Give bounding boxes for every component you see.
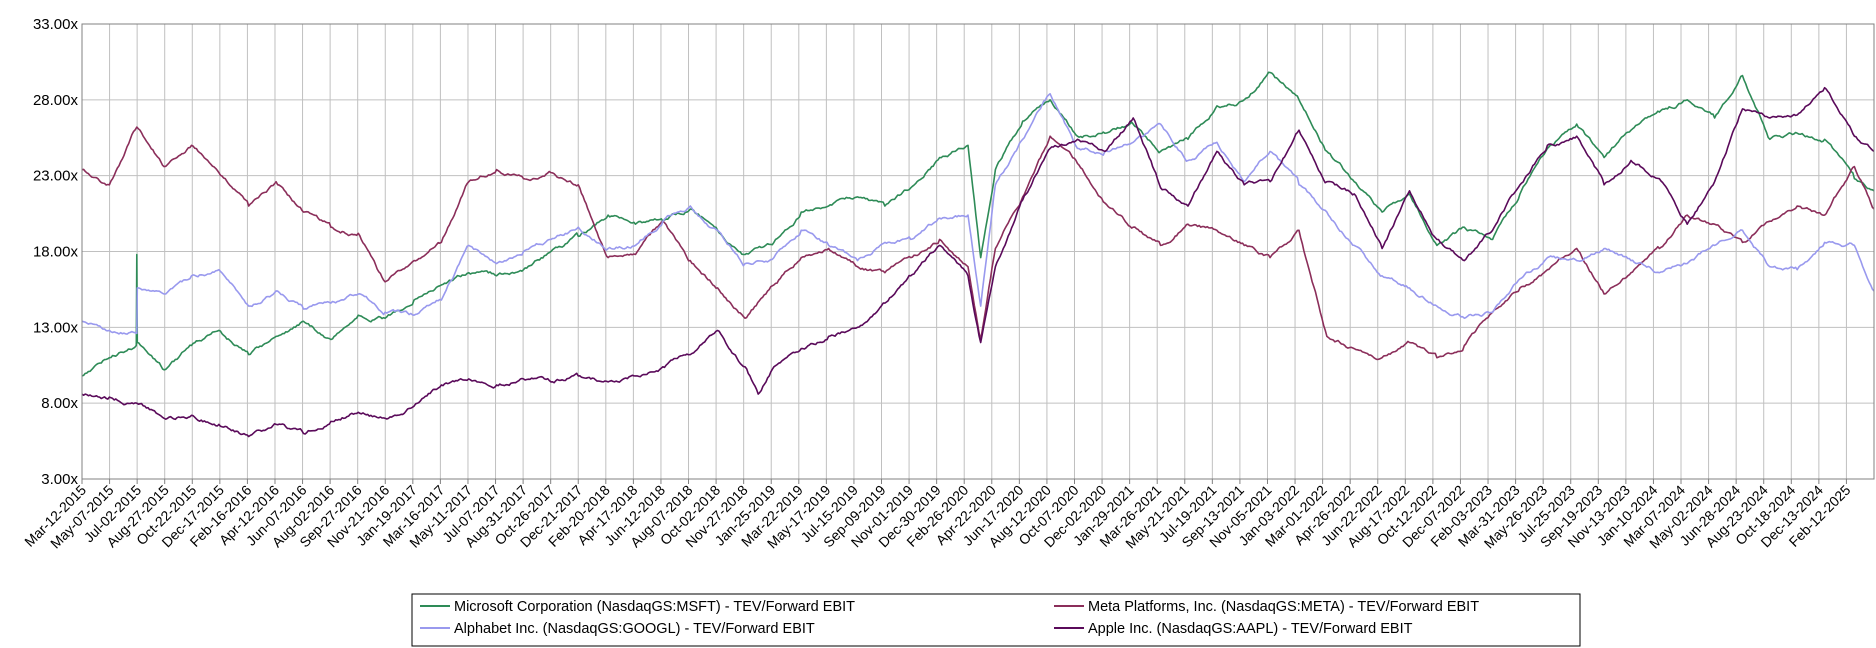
y-tick-label: 33.00x	[33, 16, 79, 33]
legend-box	[411, 593, 1581, 647]
y-tick-label: 23.00x	[33, 168, 79, 185]
series-lines	[81, 71, 1875, 438]
y-tick-label: 28.00x	[33, 92, 79, 109]
series-line-0	[81, 71, 1875, 377]
y-tick-label: 13.00x	[33, 319, 79, 336]
legend-label: Alphabet Inc. (NasdaqGS:GOOGL) - TEV/For…	[454, 621, 815, 637]
series-line-3	[81, 86, 1875, 438]
y-axis-ticks: 3.00x 8.00x 13.00x 18.00x 23.00x 28.00x 33.00x	[33, 16, 79, 488]
x-axis-ticks: Mar-12-2015May-07-2015Jul-02-2015Aug-27-…	[21, 479, 1854, 551]
plot-border	[81, 23, 1875, 480]
series-line-2	[81, 93, 1875, 335]
legend-label: Apple Inc. (NasdaqGS:AAPL) - TEV/Forward…	[1088, 621, 1413, 637]
y-tick-label: 8.00x	[41, 395, 78, 412]
gridlines	[82, 23, 1874, 480]
y-tick-label: 18.00x	[33, 244, 79, 261]
series-line-1	[81, 126, 1875, 361]
legend-label: Meta Platforms, Inc. (NasdaqGS:META) - T…	[1088, 599, 1479, 615]
y-tick-label: 3.00x	[41, 471, 78, 488]
legend: Microsoft Corporation (NasdaqGS:MSFT) - …	[411, 593, 1581, 647]
legend-label: Microsoft Corporation (NasdaqGS:MSFT) - …	[454, 599, 855, 615]
